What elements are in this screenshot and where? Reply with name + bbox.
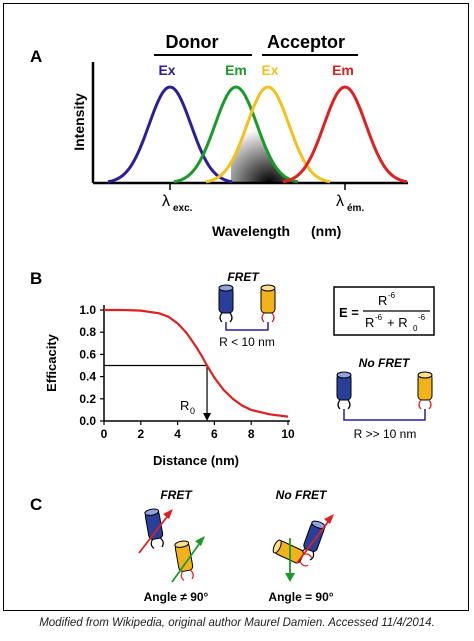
y-tick-label: 0.4 xyxy=(79,370,96,384)
donor-fluorophore-far xyxy=(336,371,352,410)
far-linker xyxy=(343,409,426,421)
wavelength-axis-label: Wavelength xyxy=(212,223,290,239)
close-linker xyxy=(225,322,269,331)
donor-fluorophore-close xyxy=(218,284,234,323)
panel-c-label: C xyxy=(30,495,42,514)
donor-ex-label: Ex xyxy=(158,62,175,78)
lambda-em-subscript: ém. xyxy=(347,203,364,214)
x-tick-label: 0 xyxy=(101,427,108,441)
x-tick-label: 8 xyxy=(248,427,255,441)
x-tick-label: 4 xyxy=(174,427,181,441)
eq-den-plus: + R xyxy=(387,315,408,330)
eq-den-a-exp: -6 xyxy=(375,313,383,322)
figure-frame xyxy=(3,3,469,611)
acceptor-excitation-curve xyxy=(205,85,331,184)
acceptor-fluorophore-far xyxy=(417,371,433,410)
figure-caption: Modified from Wikipedia, original author… xyxy=(39,617,435,629)
efficacity-chart: 0.0 0.2 0.4 0.6 0.8 1.0 0 2 4 6 8 10 R 0 Efficacit… xyxy=(44,303,295,468)
panel-a-label: A xyxy=(30,47,42,66)
angle-not-90-label: Angle ≠ 90° xyxy=(144,590,209,604)
wavelength-unit: (nm) xyxy=(311,223,341,239)
lambda-exc-symbol: λ xyxy=(162,193,170,210)
eq-num: R xyxy=(378,293,387,308)
no-fret-label-c: No FRET xyxy=(276,488,328,502)
y-tick-label: 1.0 xyxy=(79,303,96,317)
lambda-em-symbol: λ xyxy=(336,193,344,210)
acceptor-em-label: Em xyxy=(332,62,354,78)
eq-den-sub: 0 xyxy=(413,324,418,333)
fret-label-c: FRET xyxy=(160,488,193,502)
x-tick-label: 2 xyxy=(137,427,144,441)
eq-den-b-exp: -6 xyxy=(418,313,426,322)
donor-emission-curve xyxy=(173,85,299,184)
efficacity-axis-label: Efficacity xyxy=(44,333,59,392)
r-less-label: R < 10 nm xyxy=(219,335,275,349)
distance-axis-label: Distance (nm) xyxy=(153,453,239,468)
eq-lhs: E = xyxy=(339,305,359,320)
eq-num-exp: -6 xyxy=(388,291,396,300)
r-greater-label: R >> 10 nm xyxy=(354,427,417,441)
lambda-exc-subscript: exc. xyxy=(173,203,193,214)
eq-den-a: R xyxy=(365,315,374,330)
y-tick-label: 0.8 xyxy=(79,325,96,339)
y-tick-label: 0.2 xyxy=(79,392,96,406)
x-tick-label: 10 xyxy=(281,427,295,441)
no-fret-label-b: No FRET xyxy=(359,356,411,370)
acceptor-label: Acceptor xyxy=(267,32,345,52)
spectral-overlap-area xyxy=(231,113,308,183)
acceptor-emission-curve xyxy=(282,85,408,184)
efficacity-curve xyxy=(104,308,289,418)
intensity-axis-label: Intensity xyxy=(71,93,87,151)
panel-b-label: B xyxy=(30,269,42,288)
donor-excitation-curve xyxy=(107,85,233,184)
parallel-dipoles xyxy=(138,508,205,583)
angle-90-label: Angle = 90° xyxy=(268,590,333,604)
fret-label-b: FRET xyxy=(227,270,260,284)
x-tick-label: 6 xyxy=(211,427,218,441)
perpendicular-dipoles xyxy=(272,514,334,582)
r0-subscript: 0 xyxy=(190,406,195,416)
donor-label: Donor xyxy=(166,32,219,52)
figure-canvas: A Donor Acceptor Ex Em Ex Em Intensity λ… xyxy=(30,32,435,604)
r0-arrow-head xyxy=(203,413,212,421)
y-tick-label: 0.6 xyxy=(79,347,96,361)
acceptor-ex-label: Ex xyxy=(261,62,278,78)
r0-label: R xyxy=(180,398,189,413)
acceptor-fluorophore-close xyxy=(260,284,276,323)
donor-em-label: Em xyxy=(225,62,247,78)
y-tick-label: 0.0 xyxy=(79,414,96,428)
